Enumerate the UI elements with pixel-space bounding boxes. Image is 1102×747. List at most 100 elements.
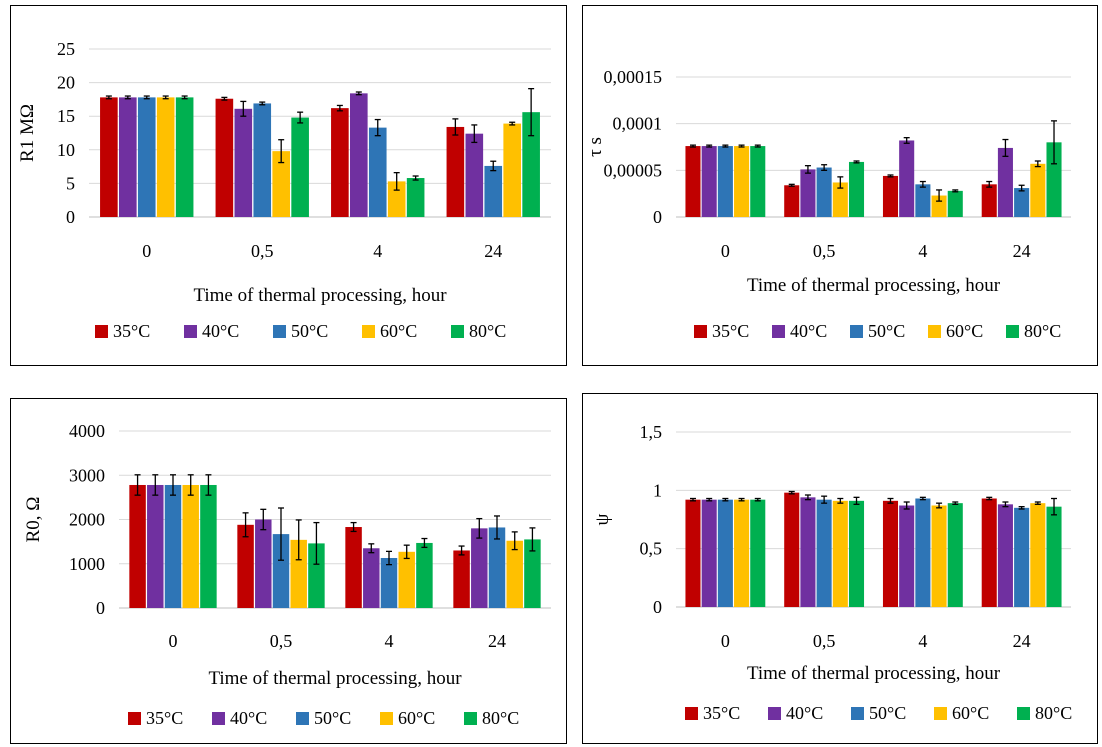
legend-label: 35°C <box>146 708 183 728</box>
legend-swatch <box>273 325 286 338</box>
chart-panel-r0: 0 1000 2000 3000 4000 0 0,5 4 24 Time of thermal … <box>10 398 567 744</box>
legend-swatch <box>362 325 375 338</box>
bar <box>255 519 272 608</box>
bar <box>345 527 362 608</box>
bar <box>784 492 800 607</box>
bar <box>1014 507 1030 607</box>
x-tick-label: 0,5 <box>813 241 836 261</box>
x-axis-title: Time of thermal processing, hour <box>747 275 1001 296</box>
bar <box>471 528 488 608</box>
bar <box>416 542 433 608</box>
legend-swatch <box>184 325 197 338</box>
bar <box>848 161 865 217</box>
x-tick-label: 4 <box>373 241 382 261</box>
bar <box>182 484 199 608</box>
bar <box>947 190 963 217</box>
legend-label: 80°C <box>1035 703 1072 723</box>
bar <box>453 550 470 608</box>
bar <box>816 167 832 217</box>
chart-tau-svg: 0 0,00005 0,0001 0,00015 0 0,5 4 24 Time of ther… <box>585 67 1071 341</box>
y-tick-label: 5 <box>66 173 75 193</box>
bar <box>981 184 997 217</box>
legend-swatch <box>934 707 947 720</box>
y-axis-title: τ s <box>585 137 606 157</box>
bar <box>272 534 290 608</box>
bar <box>1014 188 1030 217</box>
bar <box>398 551 415 608</box>
bar <box>832 182 848 217</box>
x-tick-label: 4 <box>918 631 927 651</box>
x-tick-label: 0 <box>142 241 151 261</box>
bar <box>380 557 398 608</box>
bar <box>506 540 523 608</box>
y-tick-label: 0 <box>653 207 662 227</box>
legend-swatch <box>212 712 225 725</box>
bar <box>215 98 234 217</box>
bar <box>717 146 733 217</box>
bar <box>685 146 701 217</box>
bar <box>1046 506 1062 607</box>
bar <box>931 505 947 607</box>
legend-swatch <box>1017 707 1030 720</box>
y-tick-label: 0,00005 <box>604 160 663 180</box>
legend-swatch <box>464 712 477 725</box>
legend-label: 60°C <box>946 321 983 341</box>
bar <box>137 97 156 217</box>
bar <box>156 97 175 217</box>
bar <box>899 505 915 607</box>
bar <box>899 140 915 217</box>
legend-swatch <box>772 325 785 338</box>
y-tick-label: 15 <box>57 106 75 126</box>
y-tick-label: 25 <box>57 39 75 59</box>
bar <box>234 108 253 217</box>
y-tick-label: 1,5 <box>640 422 663 442</box>
chart-psi-svg: 0 0,5 1 1,5 0 0,5 4 24 Time of thermal processin… <box>592 422 1072 723</box>
bar <box>931 195 947 217</box>
x-tick-label: 4 <box>918 241 927 261</box>
bar <box>446 126 465 217</box>
y-tick-label: 2000 <box>69 510 105 530</box>
y-tick-label: 1000 <box>69 554 105 574</box>
legend-label: 50°C <box>314 708 351 728</box>
legend-swatch <box>768 707 781 720</box>
bar <box>522 112 540 217</box>
bar <box>701 499 717 607</box>
bar <box>368 127 387 217</box>
legend-label: 80°C <box>482 708 519 728</box>
y-tick-label: 1 <box>653 480 662 500</box>
bar <box>272 151 291 217</box>
bar <box>734 146 750 217</box>
bar <box>484 165 503 217</box>
bar <box>237 524 254 608</box>
y-tick-label: 3000 <box>69 465 105 485</box>
bar <box>1030 163 1046 217</box>
legend-swatch <box>685 707 698 720</box>
legend-label: 60°C <box>952 703 989 723</box>
bar <box>503 123 521 217</box>
x-axis-title: Time of thermal processing, hour <box>193 285 447 306</box>
x-tick-label: 0,5 <box>270 631 293 651</box>
legend-label: 60°C <box>398 708 435 728</box>
bar <box>915 498 931 607</box>
bar <box>387 181 406 217</box>
chart-r1-svg: 0 5 10 15 20 25 0 0,5 4 24 Time of thermal process… <box>17 39 551 341</box>
legend-label: 35°C <box>113 321 150 341</box>
bar <box>882 500 899 607</box>
y-axis-title: ψ <box>592 513 613 525</box>
legend-label: 50°C <box>869 703 906 723</box>
x-tick-label: 4 <box>385 631 394 651</box>
y-axis-title: R0, Ω <box>23 497 44 543</box>
legend-swatch <box>850 325 863 338</box>
x-tick-label: 24 <box>484 241 502 261</box>
y-tick-label: 0 <box>96 598 105 618</box>
bar <box>164 484 182 608</box>
legend-swatch <box>851 707 864 720</box>
y-tick-label: 0,00015 <box>604 67 663 87</box>
bar <box>997 147 1013 217</box>
chart-panel-psi: 0 0,5 1 1,5 0 0,5 4 24 Time of thermal processin… <box>582 393 1098 744</box>
x-tick-label: 0 <box>721 631 730 651</box>
chart-r0-svg: 0 1000 2000 3000 4000 0 0,5 4 24 Time of thermal … <box>23 421 551 728</box>
x-tick-label: 0,5 <box>813 631 836 651</box>
y-tick-label: 4000 <box>69 421 105 441</box>
bar <box>800 497 816 607</box>
